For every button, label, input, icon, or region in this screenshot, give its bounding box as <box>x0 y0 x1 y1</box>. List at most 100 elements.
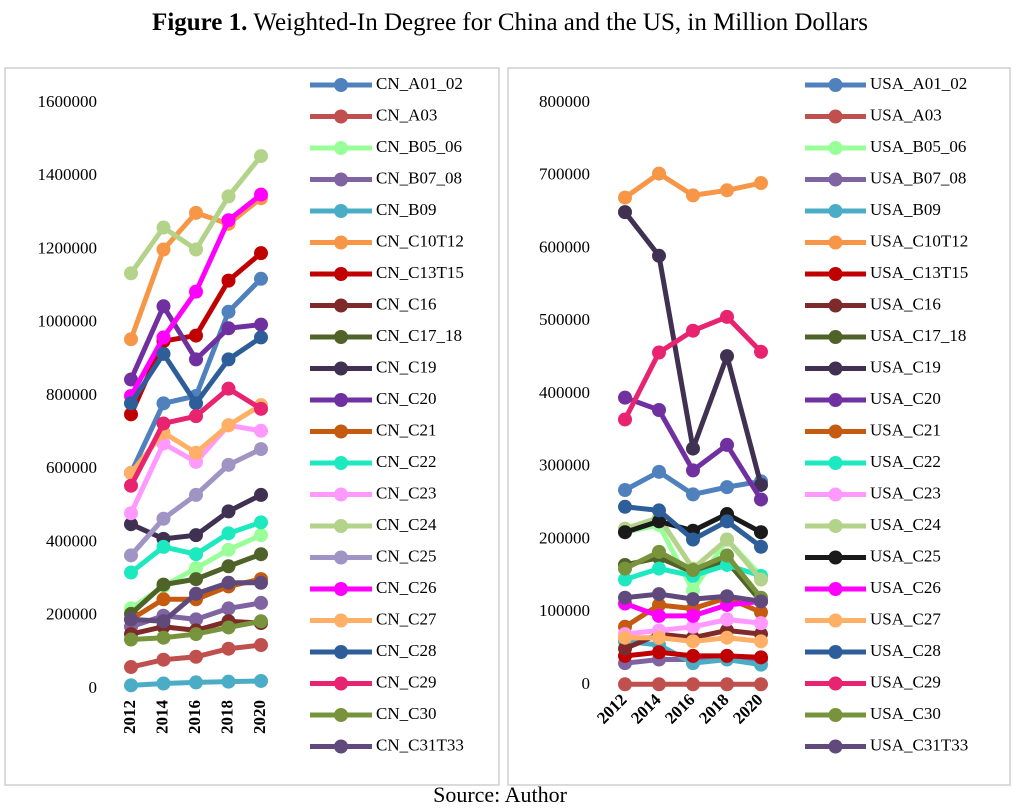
x-tick-label: 2016 <box>661 690 698 727</box>
point <box>618 525 632 540</box>
point <box>720 514 734 529</box>
figure-title: Weighted-In Degree for China and the US,… <box>253 9 868 36</box>
legend-label: USA_C21 <box>870 420 941 439</box>
legend-label: CN_C22 <box>376 452 436 471</box>
legend-swatch-marker <box>828 78 843 92</box>
point <box>754 677 768 692</box>
point <box>754 525 768 540</box>
point <box>652 677 666 692</box>
point <box>221 273 236 288</box>
point <box>720 630 734 645</box>
legend-label: CN_C30 <box>376 704 436 723</box>
legend-swatch-marker <box>828 676 843 691</box>
point <box>156 676 171 691</box>
figure-title-line: Figure 1. Weighted-In Degree for China an… <box>152 9 868 36</box>
y-tick-label: 600000 <box>539 237 590 256</box>
point <box>189 675 203 690</box>
point <box>156 220 171 235</box>
point <box>754 616 768 631</box>
point <box>254 614 268 629</box>
legend-label: USA_C27 <box>870 609 941 628</box>
legend-swatch-marker <box>334 172 348 187</box>
legend-swatch-marker <box>334 109 348 124</box>
point <box>652 464 666 479</box>
point <box>720 648 734 663</box>
legend-label: USA_C16 <box>870 294 941 313</box>
point <box>221 457 236 472</box>
point <box>124 506 138 521</box>
legend-swatch-marker <box>828 487 843 502</box>
legend-swatch-marker <box>828 204 843 218</box>
point <box>686 608 700 623</box>
y-tick-label: 700000 <box>539 165 590 184</box>
legend-label: USA_C23 <box>870 483 941 502</box>
legend-swatch-marker <box>334 739 348 754</box>
legend-label: CN_C17_18 <box>376 326 462 345</box>
y-tick-label: 300000 <box>539 456 590 475</box>
point <box>254 246 268 261</box>
legend-label: USA_C22 <box>870 452 941 471</box>
point <box>189 547 203 562</box>
legend-label: USA_C29 <box>870 672 941 691</box>
legend-label: CN_C23 <box>376 483 436 502</box>
legend-label: CN_C25 <box>376 546 436 565</box>
point <box>221 189 236 204</box>
point <box>720 612 734 627</box>
point <box>652 544 666 559</box>
point <box>221 304 236 319</box>
point <box>618 677 632 692</box>
y-tick-label: 0 <box>582 674 591 693</box>
point <box>189 284 203 299</box>
legend-swatch-marker <box>828 330 843 344</box>
point <box>221 620 236 635</box>
point <box>254 528 268 543</box>
point <box>124 396 138 411</box>
point <box>686 323 700 338</box>
point <box>652 166 666 181</box>
point <box>720 548 734 563</box>
legend-swatch-marker <box>334 645 348 659</box>
legend-label: CN_B09 <box>376 200 436 219</box>
point <box>754 492 768 507</box>
point <box>124 548 138 563</box>
legend-swatch-marker <box>828 424 843 439</box>
y-tick-label: 1400000 <box>38 165 98 184</box>
point <box>652 503 666 518</box>
x-tick-label: 2014 <box>627 690 665 728</box>
point <box>720 677 734 692</box>
point <box>720 437 734 452</box>
legend-swatch-marker <box>334 361 348 376</box>
point <box>156 242 171 257</box>
legend-swatch-marker <box>334 550 348 565</box>
legend-swatch-marker <box>828 235 843 250</box>
point <box>124 517 138 532</box>
point <box>221 641 236 656</box>
point <box>254 487 268 502</box>
legend-swatch-marker <box>828 393 843 407</box>
figure-label: Figure 1. <box>152 9 247 36</box>
point <box>124 612 138 627</box>
point <box>254 575 268 590</box>
point <box>189 649 203 664</box>
point <box>189 487 203 502</box>
legend-swatch-marker <box>334 708 348 722</box>
point <box>686 487 700 502</box>
legend-label: CN_B07_08 <box>376 168 462 187</box>
point <box>652 403 666 418</box>
legend-label: CN_C13T15 <box>376 263 464 282</box>
x-tick-label: 2020 <box>729 690 766 727</box>
point <box>124 266 138 281</box>
point <box>754 572 768 587</box>
panel-frame <box>4 67 500 786</box>
point <box>652 597 666 612</box>
x-tick-label: 2014 <box>152 700 171 735</box>
legend-swatch-marker <box>334 78 348 92</box>
point <box>686 619 700 634</box>
point <box>221 674 236 689</box>
legend-swatch-marker <box>828 267 843 281</box>
point <box>156 330 171 345</box>
legend-label: CN_C27 <box>376 609 437 628</box>
legend-label: USA_B05_06 <box>870 137 966 156</box>
y-tick-label: 400000 <box>539 383 590 402</box>
